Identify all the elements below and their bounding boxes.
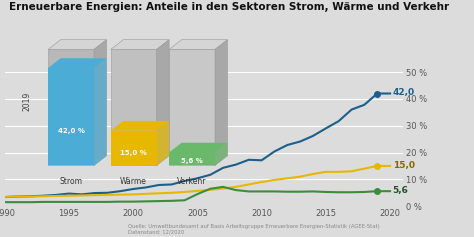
FancyBboxPatch shape [111,131,156,165]
Polygon shape [94,40,107,165]
FancyBboxPatch shape [169,152,215,165]
Polygon shape [215,40,228,165]
Text: 42,0 %: 42,0 % [58,128,84,134]
Polygon shape [111,40,169,49]
Polygon shape [111,121,169,131]
Text: 15,0: 15,0 [392,161,415,170]
Text: Strom: Strom [60,177,82,186]
Text: 5,6: 5,6 [392,186,409,195]
Polygon shape [48,58,107,68]
Polygon shape [48,40,107,49]
FancyBboxPatch shape [169,49,215,165]
Polygon shape [94,58,107,165]
Text: 2019: 2019 [23,91,32,111]
Text: Verkehr: Verkehr [177,177,207,186]
FancyBboxPatch shape [48,49,94,165]
Text: Erneuerbare Energien: Anteile in den Sektoren Strom, Wärme und Verkehr: Erneuerbare Energien: Anteile in den Sek… [9,2,450,12]
FancyBboxPatch shape [111,49,156,165]
FancyBboxPatch shape [48,68,94,165]
Text: Wärme: Wärme [120,177,147,186]
Text: 5,6 %: 5,6 % [181,158,203,164]
Polygon shape [169,143,228,152]
Polygon shape [156,40,169,165]
Polygon shape [156,121,169,165]
Text: 15,0 %: 15,0 % [120,150,147,156]
Polygon shape [215,143,228,165]
Text: Quelle: Umweltbundesamt auf Basis Arbeitsgruppe Erneuerbare Energien-Statistik (: Quelle: Umweltbundesamt auf Basis Arbeit… [128,224,380,235]
Text: 42,0: 42,0 [392,88,415,97]
Polygon shape [169,40,228,49]
